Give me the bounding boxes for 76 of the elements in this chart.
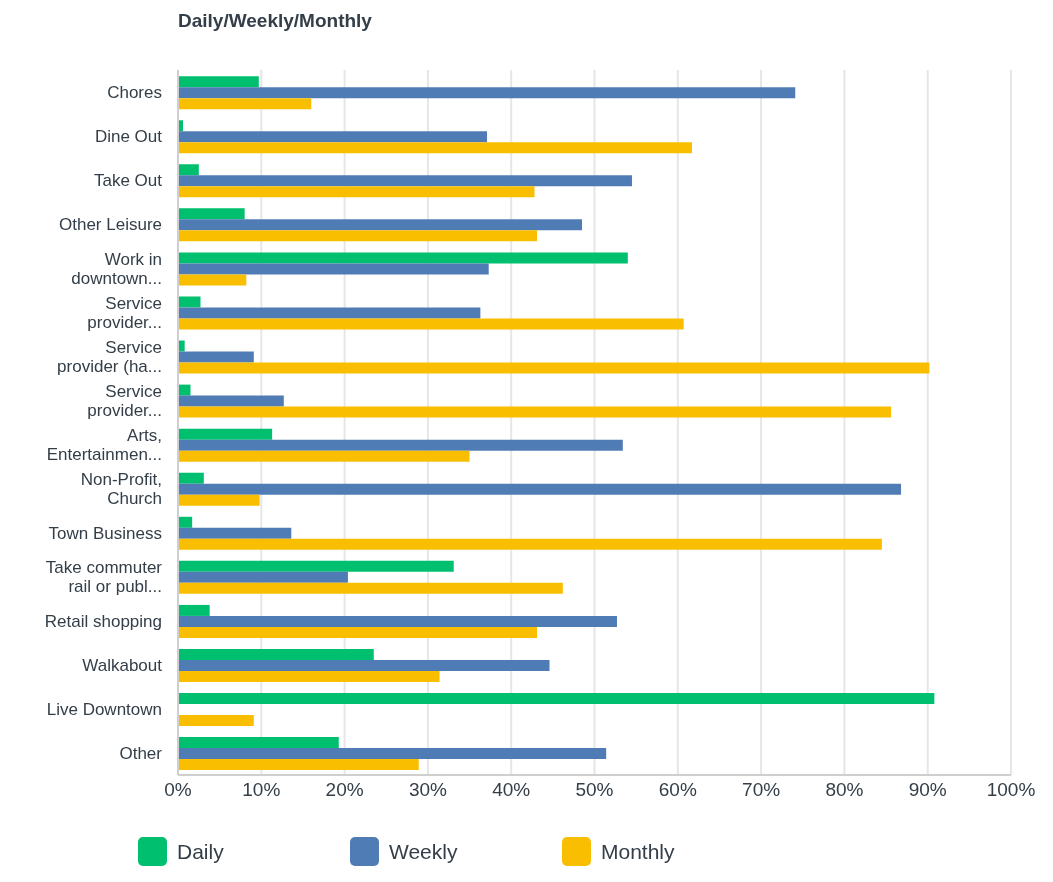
bar [178, 76, 259, 88]
bar [178, 560, 454, 572]
bar [178, 362, 930, 374]
y-tick-label: Live Downtown [46, 699, 162, 719]
bar [178, 318, 684, 330]
bar [178, 582, 563, 594]
x-tick-label: 100% [986, 779, 1036, 801]
bar [178, 296, 201, 308]
bar [178, 307, 481, 319]
bar [178, 274, 247, 286]
bar [178, 615, 617, 627]
bar [178, 759, 419, 771]
bar [178, 748, 607, 760]
y-tick-label: Other [119, 743, 163, 763]
bar [178, 538, 882, 550]
bar [178, 670, 440, 682]
x-tick-label: 70% [742, 779, 781, 801]
y-tick-label: Service provider (ha... [57, 337, 162, 376]
bar [178, 98, 312, 110]
bar [178, 263, 489, 275]
y-tick-label: Service provider... [87, 381, 162, 420]
y-tick-label: Arts, Entertainmen... [46, 426, 162, 465]
bar [178, 439, 623, 451]
bar [178, 693, 935, 705]
bar [178, 252, 628, 264]
chart-title: Daily/Weekly/Monthly [177, 9, 373, 33]
bar [178, 571, 348, 583]
x-tick-label: 10% [242, 779, 281, 801]
x-tick-label: 0% [164, 779, 192, 801]
bar [178, 340, 185, 352]
bar [178, 406, 892, 418]
x-tick-label: 20% [325, 779, 364, 801]
x-tick-label: 30% [408, 779, 448, 801]
x-tick-label: 60% [658, 779, 697, 801]
bar [178, 659, 550, 671]
y-tick-label: Retail shopping [44, 611, 162, 631]
y-tick-label: Take commuter rail or publ... [45, 558, 163, 597]
bar [178, 230, 538, 242]
y-tick-label: Take Out [93, 171, 163, 191]
y-tick-label: Other Leisure [59, 215, 162, 235]
bar [178, 648, 374, 660]
bar [178, 604, 210, 616]
bar [178, 219, 583, 231]
legend-label: Monthly [601, 839, 675, 864]
bar [178, 737, 339, 749]
bar [178, 175, 632, 187]
bar [178, 131, 488, 143]
bar [178, 450, 470, 462]
bar [178, 395, 284, 407]
y-tick-label: Chores [107, 83, 162, 103]
x-tick-label: 50% [575, 779, 614, 801]
bar [178, 186, 535, 198]
bar [178, 483, 902, 495]
bar [178, 715, 254, 727]
y-tick-label: Non-Profit, Church [80, 470, 162, 509]
bar [178, 164, 199, 176]
x-tick-label: 40% [492, 779, 531, 801]
bar [178, 87, 796, 99]
x-tick-label: 80% [825, 779, 864, 801]
bar [178, 527, 292, 539]
bar [178, 142, 692, 154]
bar [178, 472, 204, 484]
legend-label: Daily [177, 839, 224, 864]
bar [178, 494, 260, 506]
y-tick-label: Service provider... [87, 293, 162, 332]
y-tick-label: Town Business [48, 523, 162, 543]
bar [178, 351, 254, 363]
x-tick-label: 90% [908, 779, 947, 801]
y-tick-label: Dine Out [94, 127, 163, 147]
y-tick-label: Walkabout [82, 655, 163, 675]
y-tick-label: Work in downtown... [71, 249, 162, 288]
bar [178, 428, 273, 440]
bar [178, 208, 245, 220]
legend-label: Weekly [389, 839, 458, 864]
bar [178, 516, 193, 528]
bar [178, 626, 538, 638]
